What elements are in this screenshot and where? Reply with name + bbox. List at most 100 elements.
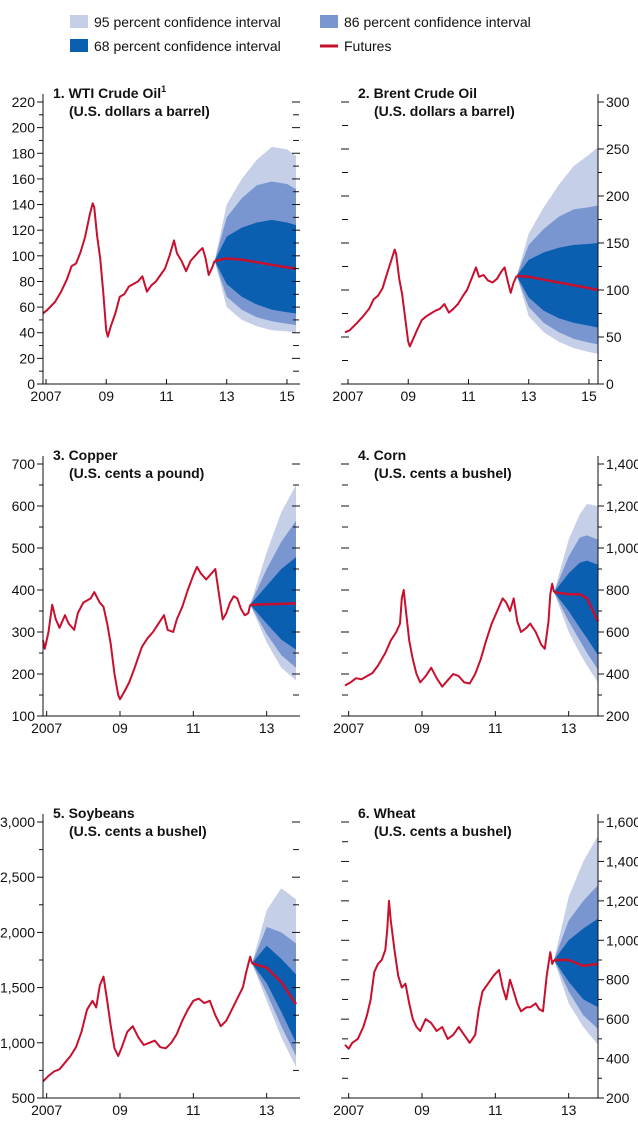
x-tick-label: 2007 xyxy=(31,720,62,736)
chart-title: 4. Corn xyxy=(358,447,406,463)
y-tick-label: 1,000 xyxy=(0,1035,35,1051)
x-tick-label: 11 xyxy=(186,1102,201,1118)
x-tick-label: 13 xyxy=(259,1102,275,1118)
y-tick-label: 400 xyxy=(606,1051,630,1067)
chart-panel-2: 0 50 100 150 200 250 300 2007 09 11 13 15 2. Brent C… xyxy=(332,85,629,404)
x-tick-label: 11 xyxy=(186,720,201,736)
chart-subtitle: (U.S. cents a bushel) xyxy=(374,823,512,839)
y-tick-label: 1,600 xyxy=(606,814,638,830)
x-tick-label: 11 xyxy=(488,1102,503,1118)
x-tick-label: 13 xyxy=(259,720,275,736)
x-tick-label: 2007 xyxy=(333,720,364,736)
y-tick-label: 120 xyxy=(12,222,36,238)
y-tick-label: 20 xyxy=(19,350,35,366)
chart-title-text: 3. Copper xyxy=(53,447,118,463)
y-tick-label: 1,000 xyxy=(606,540,638,556)
chart-subtitle: (U.S. cents a bushel) xyxy=(69,823,207,839)
y-tick-label: 400 xyxy=(606,666,630,682)
legend-item-ci95: 95 percent confidence interval xyxy=(70,14,281,30)
futures-line xyxy=(250,602,297,606)
history-line xyxy=(42,202,216,338)
band-ci68 xyxy=(252,945,296,1043)
x-tick-label: 09 xyxy=(414,720,430,736)
y-tick-label: 180 xyxy=(12,145,36,161)
y-tick-label: 700 xyxy=(12,456,36,472)
x-tick-label: 13 xyxy=(561,720,577,736)
chart-title: 5. Soybeans xyxy=(53,805,135,821)
y-tick-label: 1,400 xyxy=(606,853,638,869)
y-tick-label: 300 xyxy=(12,624,36,640)
chart-panel-3: 100 200 300 400 500 600 700 2007 09 11 13 3. Copper… xyxy=(12,447,300,736)
history-line xyxy=(344,899,555,1050)
x-tick-label: 2007 xyxy=(332,388,363,404)
x-tick-label: 09 xyxy=(112,1102,128,1118)
band-ci68 xyxy=(516,243,598,328)
legend-item-ci86: 86 percent confidence interval xyxy=(320,14,531,30)
legend-label: Futures xyxy=(344,38,391,54)
x-tick-label: 09 xyxy=(414,1102,430,1118)
legend-swatch xyxy=(70,15,88,28)
band-ci68 xyxy=(554,560,598,656)
y-tick-label: 200 xyxy=(606,188,630,204)
y-tick-label: 2,500 xyxy=(0,869,35,885)
x-tick-label: 13 xyxy=(521,388,537,404)
chart-title-text: 1. WTI Crude Oil xyxy=(53,85,161,101)
x-tick-label: 15 xyxy=(279,388,295,404)
history-line xyxy=(42,955,253,1083)
legend-item-ci68: 68 percent confidence interval xyxy=(70,38,281,54)
chart-subtitle: (U.S. dollars a barrel) xyxy=(374,103,515,119)
chart-title-text: 4. Corn xyxy=(358,447,406,463)
y-tick-label: 250 xyxy=(606,141,630,157)
x-tick-label: 09 xyxy=(98,388,114,404)
futures-line xyxy=(516,274,599,292)
chart-subtitle: (U.S. dollars a barrel) xyxy=(69,103,210,119)
legend-label: 68 percent confidence interval xyxy=(94,38,281,54)
chart-subtitle: (U.S. cents a bushel) xyxy=(374,465,512,481)
y-tick-label: 300 xyxy=(606,94,630,110)
legend-item-fut: Futures xyxy=(320,38,391,54)
y-tick-label: 0 xyxy=(606,376,614,392)
band-ci68 xyxy=(214,219,296,314)
chart-title-text: 5. Soybeans xyxy=(53,805,135,821)
x-tick-label: 2007 xyxy=(31,1102,62,1118)
chart-title-text: 2. Brent Crude Oil xyxy=(358,85,477,101)
y-tick-label: 2,000 xyxy=(0,924,35,940)
x-tick-label: 11 xyxy=(461,388,476,404)
y-tick-label: 3,000 xyxy=(0,814,35,830)
y-tick-label: 150 xyxy=(606,235,630,251)
legend-swatch xyxy=(320,15,338,28)
y-tick-label: 400 xyxy=(12,582,36,598)
chart-title-text: 6. Wheat xyxy=(358,805,416,821)
history-line xyxy=(344,248,518,348)
y-tick-label: 200 xyxy=(606,708,630,724)
y-tick-label: 500 xyxy=(12,540,36,556)
chart-title: 2. Brent Crude Oil xyxy=(358,85,477,101)
chart-panel-4: 200 400 600 800 1,000 1,200 1,400 2007 09 11 13 4. … xyxy=(333,447,638,736)
y-tick-label: 100 xyxy=(12,248,36,264)
legend-label: 86 percent confidence interval xyxy=(344,14,531,30)
y-tick-label: 800 xyxy=(606,582,630,598)
y-tick-label: 1,200 xyxy=(606,893,638,909)
chart-title: 3. Copper xyxy=(53,447,118,463)
history-line xyxy=(344,582,555,688)
futures-line xyxy=(251,962,298,1005)
y-tick-label: 1,500 xyxy=(0,980,35,996)
y-tick-label: 220 xyxy=(12,94,36,110)
y-tick-label: 200 xyxy=(12,120,36,136)
x-tick-label: 11 xyxy=(488,720,503,736)
y-tick-label: 800 xyxy=(606,972,630,988)
y-tick-label: 600 xyxy=(606,624,630,640)
y-tick-label: 60 xyxy=(19,299,35,315)
y-tick-label: 600 xyxy=(12,498,36,514)
y-tick-label: 100 xyxy=(12,708,36,724)
chart-panel-5: 500 1,000 1,500 2,000 2,500 3,000 2007 09 11 13 5.… xyxy=(0,805,300,1118)
chart-title-footnote: 1 xyxy=(161,84,166,94)
y-tick-label: 160 xyxy=(12,171,36,187)
y-tick-label: 1,400 xyxy=(606,456,638,472)
x-tick-label: 2007 xyxy=(30,388,61,404)
legend: 95 percent confidence interval 86 percent… xyxy=(70,14,531,54)
legend-swatch xyxy=(70,39,88,52)
y-tick-label: 600 xyxy=(606,1011,630,1027)
